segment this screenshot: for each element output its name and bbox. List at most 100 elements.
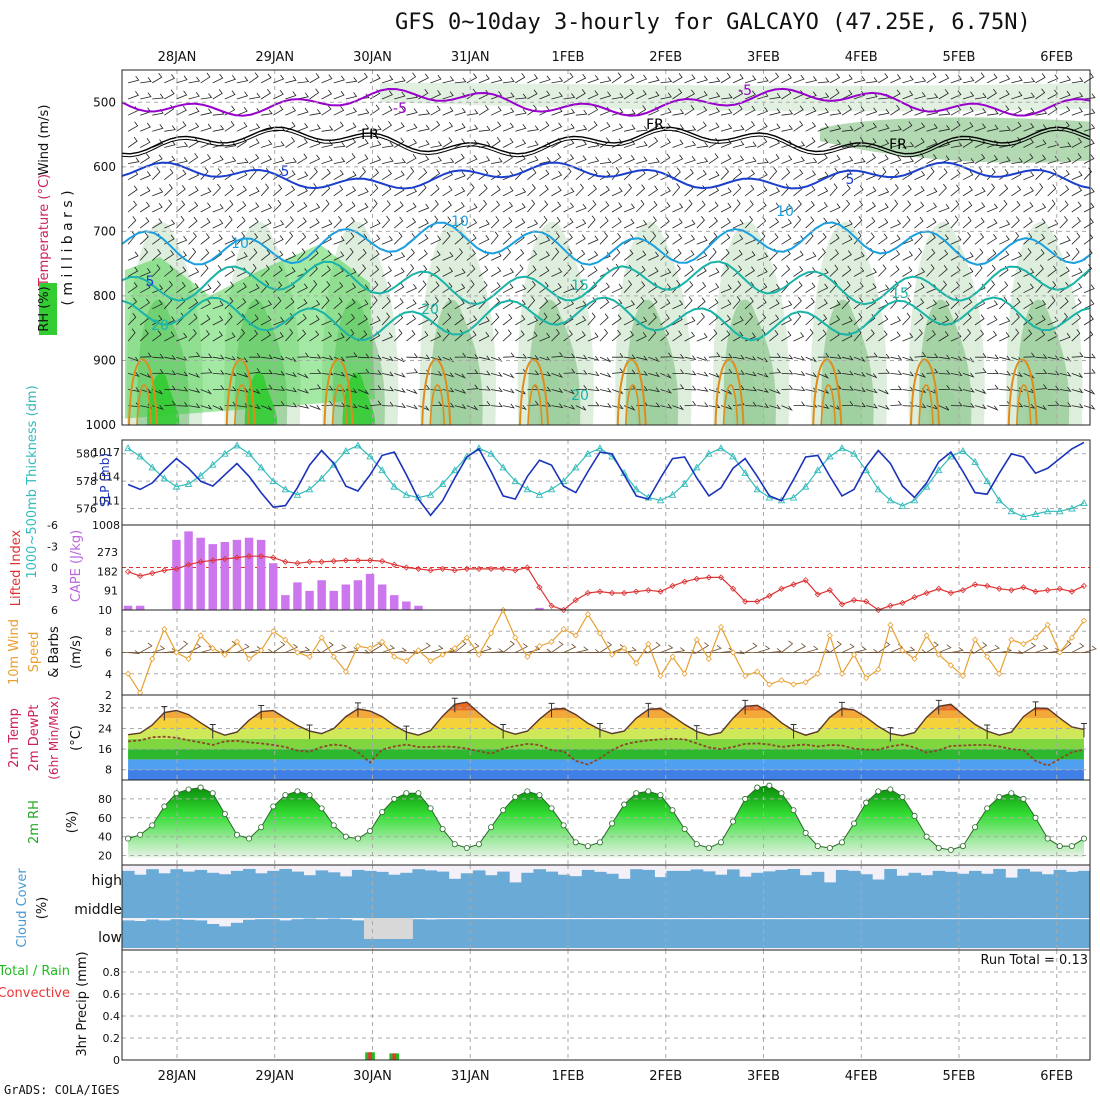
wind-barb [345, 186, 357, 197]
cloud-middle-bar [424, 892, 438, 918]
wind-barb [454, 298, 465, 310]
wind-barb [152, 202, 163, 213]
wind-barb [999, 355, 1011, 361]
wind-speed-point [1044, 621, 1051, 628]
wind-barb [672, 384, 685, 390]
wind-barb [551, 372, 564, 378]
wind-barb [611, 153, 623, 164]
wind-barb [248, 299, 260, 310]
wind-barb [442, 121, 454, 132]
wind-barb [321, 331, 333, 342]
contour-label: -5 [393, 101, 407, 117]
wind-barb [212, 385, 225, 390]
rh-point [1032, 814, 1039, 821]
temp-band [128, 769, 1085, 780]
wind-barb [466, 384, 479, 390]
wind-barb [442, 402, 455, 408]
wind-barb [708, 247, 717, 261]
rh-point [899, 794, 906, 801]
wind-barb [1047, 280, 1057, 293]
wind-barb [273, 141, 285, 148]
wind-barb [611, 299, 623, 310]
thickness-tick-label: 580 [76, 448, 97, 461]
temp-minmax-bar [693, 725, 700, 740]
wind-barb [1035, 330, 1046, 342]
cloud-low-bar [194, 920, 208, 948]
wind-barb [744, 312, 754, 326]
wind-barb [418, 354, 431, 360]
temp-band [128, 738, 1085, 750]
lifted-index-point [149, 570, 156, 577]
wind-barb [321, 104, 332, 116]
wind-barb [575, 219, 587, 229]
lifted-index-point [233, 554, 241, 561]
wind-barb [648, 266, 659, 277]
wind-barb [430, 250, 441, 261]
wind-barb [684, 219, 696, 229]
wind-barb [188, 232, 197, 245]
wind-speed-point [379, 638, 386, 645]
wind-barb [672, 233, 683, 245]
contour-label: 5 [846, 172, 855, 188]
surface-wind-barb [817, 648, 831, 653]
cape-bar [293, 582, 302, 610]
wind-barb [962, 372, 975, 378]
rh-point [972, 824, 979, 831]
wind-barb [200, 233, 210, 245]
wind-ylabel-4: (m/s) [69, 635, 84, 669]
wind-barb [551, 247, 560, 261]
wind-tick-label: 6 [105, 647, 112, 660]
lifted-index-point [705, 574, 712, 581]
wind-barb [273, 199, 282, 213]
wind-barb [1011, 91, 1023, 100]
wind-barb [841, 250, 852, 261]
wind-barb [660, 107, 672, 116]
wind-barb [660, 373, 672, 379]
wind-barb [829, 73, 841, 84]
thickness-point [898, 501, 907, 509]
wind-speed-point [1080, 617, 1088, 624]
wind-barb [260, 139, 273, 148]
surface-wind-barb [974, 642, 988, 653]
cloud-middle-bar [194, 892, 208, 918]
cloud-gap [364, 918, 377, 939]
wind-barb [539, 184, 549, 197]
cloud-high-bar [122, 870, 135, 892]
wind-barb [200, 248, 210, 261]
rh-point [863, 799, 870, 806]
wind-barb [357, 248, 367, 261]
wind-barb [1023, 283, 1034, 294]
lifted-index-point [463, 565, 470, 572]
lifted-index-point [669, 582, 676, 589]
wind-barb [430, 120, 441, 132]
cloud-middle-bar [993, 892, 1006, 918]
wind-barb [914, 267, 926, 277]
wind-barb [878, 353, 891, 359]
wind-barb [865, 186, 877, 197]
surface-wind-barb [321, 641, 334, 653]
wind-barb [563, 154, 575, 164]
wind-barb [1083, 233, 1094, 245]
cloud-middle-bar [920, 892, 934, 918]
temp-minmax-bar [887, 727, 894, 742]
rh-point [947, 846, 954, 853]
wind-barb [793, 156, 805, 164]
lifted-index-point [475, 565, 483, 572]
wind-barb [478, 370, 491, 376]
wind-barb [176, 90, 188, 100]
dewpoint-line [128, 735, 1085, 767]
wind-barb [563, 123, 575, 132]
cloud-middle-bar [678, 892, 692, 918]
wind-speed-point [669, 653, 676, 660]
surface-wind-barb [236, 643, 250, 653]
wind-barb [430, 371, 443, 376]
wind-speed-point [233, 638, 241, 645]
wind-barb [636, 332, 647, 342]
cloud-low-bar [654, 919, 667, 948]
surface-wind-barb [962, 649, 976, 654]
wind-barb [962, 76, 975, 84]
wind-barb [490, 251, 502, 261]
wind-barb [890, 74, 902, 84]
rh-point [669, 807, 676, 814]
wind-barb [575, 109, 588, 116]
